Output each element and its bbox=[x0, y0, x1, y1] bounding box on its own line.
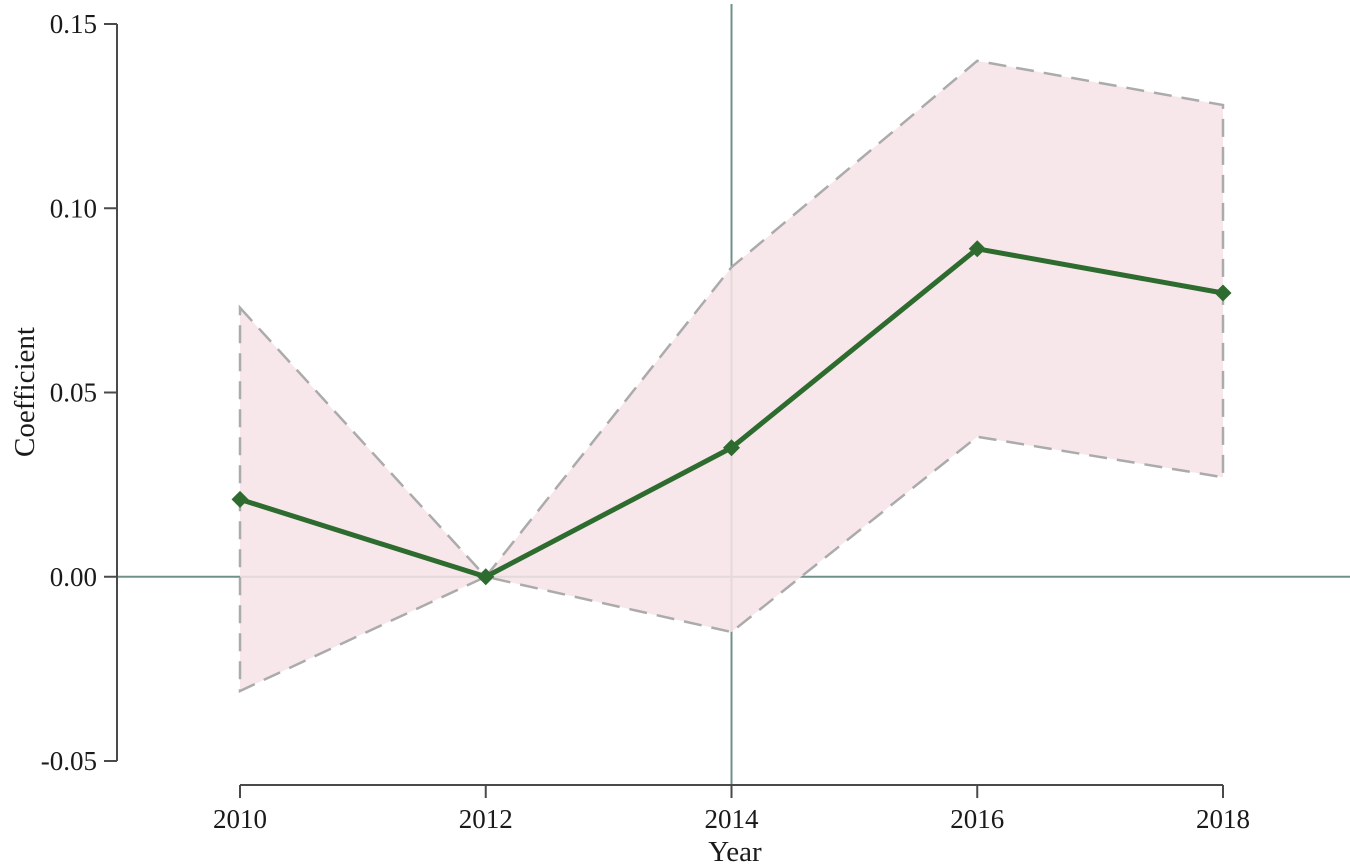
diamond-marker bbox=[231, 490, 249, 508]
y-axis-title: Coefficient bbox=[9, 327, 41, 457]
x-tick-label: 2010 bbox=[213, 804, 267, 834]
confidence-band-group bbox=[238, 59, 1225, 693]
y-tick-label: 0.10 bbox=[50, 193, 97, 223]
x-axis-title: Year bbox=[708, 836, 762, 868]
data-point-markers bbox=[231, 240, 1232, 586]
x-tick-label: 2012 bbox=[459, 804, 513, 834]
y-tick-label: -0.05 bbox=[41, 746, 97, 776]
y-tick-label: 0.05 bbox=[50, 378, 97, 408]
x-tick-label: 2016 bbox=[950, 804, 1004, 834]
diamond-marker bbox=[1214, 284, 1232, 302]
y-axis: -0.05 0.00 0.05 0.10 0.15 bbox=[41, 9, 118, 776]
diamond-marker bbox=[723, 439, 740, 457]
confidence-band bbox=[238, 59, 1225, 693]
diamond-marker bbox=[968, 240, 986, 258]
diamond-marker bbox=[477, 568, 495, 586]
x-tick-label: 2018 bbox=[1196, 804, 1250, 834]
y-tick-label: 0.00 bbox=[50, 562, 97, 592]
x-tick-label: 2014 bbox=[705, 804, 760, 834]
y-tick-label: 0.15 bbox=[50, 9, 97, 39]
x-axis: 2010 2012 2014 2016 2018 bbox=[213, 784, 1250, 834]
